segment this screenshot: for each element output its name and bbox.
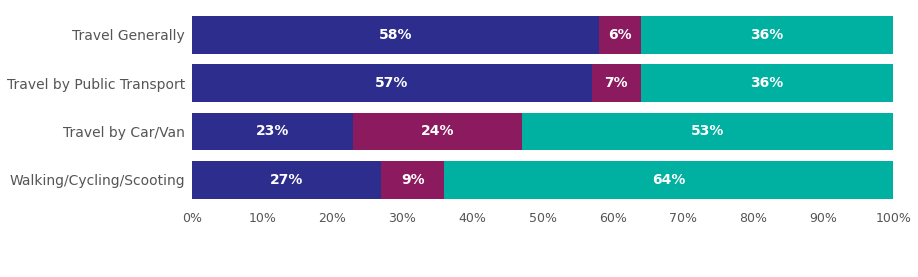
Bar [353, 113, 521, 150]
Bar [192, 64, 592, 102]
Text: 6%: 6% [608, 28, 632, 42]
Bar [592, 64, 641, 102]
Text: 27%: 27% [270, 173, 304, 187]
Text: 9%: 9% [401, 173, 425, 187]
Bar [381, 161, 444, 199]
Bar [444, 161, 893, 199]
Bar [599, 16, 641, 54]
Text: 24%: 24% [420, 124, 454, 138]
Bar [641, 64, 893, 102]
Text: 23%: 23% [256, 124, 289, 138]
Bar [641, 16, 893, 54]
Bar [521, 113, 893, 150]
Bar [192, 16, 599, 54]
Text: 57%: 57% [375, 76, 409, 90]
Bar [192, 113, 353, 150]
Text: 58%: 58% [378, 28, 412, 42]
Text: 7%: 7% [604, 76, 628, 90]
Text: 36%: 36% [750, 28, 784, 42]
Bar [192, 161, 381, 199]
Text: 53%: 53% [690, 124, 724, 138]
Text: 36%: 36% [750, 76, 784, 90]
Text: 64%: 64% [652, 173, 686, 187]
